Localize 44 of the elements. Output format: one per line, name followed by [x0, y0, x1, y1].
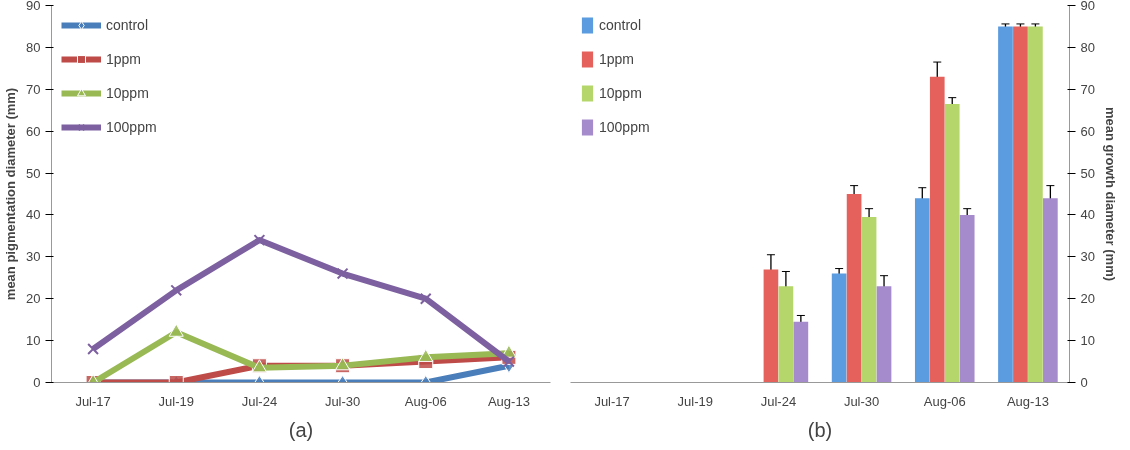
y2-tick-label: 70	[1080, 81, 1095, 97]
y2-axis-title: mean growth diameter (mm)	[1102, 106, 1118, 282]
y2-tick-label: 60	[1080, 123, 1095, 139]
y-tick-label: 70	[26, 81, 41, 97]
y2-tick-label: 0	[1080, 375, 1088, 390]
y2-tick-label: 40	[1080, 207, 1095, 223]
y-tick-label: 0	[33, 375, 41, 390]
y-tick-label: 90	[26, 0, 41, 13]
legend-label: 10ppm	[599, 85, 642, 101]
x-tick-label: Aug-06	[923, 393, 966, 409]
text: (a)	[288, 418, 314, 441]
y-axis-title: mean pigmentation diameter (mm)	[3, 87, 19, 301]
x-tick-label: Aug-13	[487, 393, 530, 409]
x-tick-label: Jul-17	[75, 393, 111, 409]
text: (b)	[807, 418, 833, 441]
y2-tick-label: 90	[1080, 0, 1095, 13]
x-tick-label: Jul-19	[158, 393, 194, 409]
x-tick-label: Jul-30	[843, 393, 880, 409]
legend-label: 100ppm	[106, 119, 157, 135]
y2-tick-label: 30	[1080, 249, 1095, 265]
y-tick-label: 30	[26, 249, 41, 265]
x-tick-label: Aug-06	[404, 393, 447, 409]
legend-label: 1ppm	[599, 51, 635, 67]
x-tick-label: Jul-30	[324, 393, 361, 409]
y-tick-label: 20	[26, 291, 41, 307]
y2-tick-label: 50	[1080, 165, 1095, 181]
legend-label: 10ppm	[106, 85, 149, 101]
y-tick-label: 40	[26, 207, 41, 223]
legend-label: 100ppm	[599, 119, 650, 135]
y-tick-label: 60	[26, 123, 41, 139]
y2-tick-label: 10	[1080, 333, 1095, 349]
x-tick-label: Jul-24	[760, 393, 797, 409]
x-tick-label: Jul-19	[677, 393, 713, 409]
y-tick-label: 10	[26, 333, 41, 349]
legend-label: control	[106, 17, 149, 33]
x-tick-label: Jul-24	[241, 393, 278, 409]
legend-label: 1ppm	[106, 51, 142, 67]
y2-tick-label: 80	[1080, 39, 1095, 55]
legend-label: control	[599, 17, 642, 33]
y-tick-label: 80	[26, 39, 41, 55]
x-tick-label: Aug-13	[1006, 393, 1049, 409]
x-tick-label: Jul-17	[594, 393, 630, 409]
y2-tick-label: 20	[1080, 291, 1095, 307]
y-tick-label: 50	[26, 165, 41, 181]
